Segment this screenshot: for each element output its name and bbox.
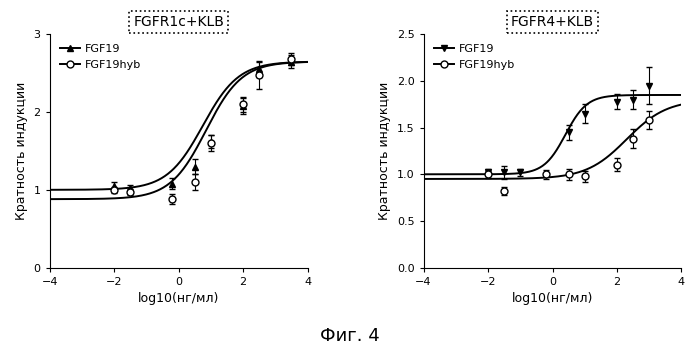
Text: Фиг. 4: Фиг. 4	[320, 326, 380, 345]
Y-axis label: Кратность индукции: Кратность индукции	[378, 82, 391, 220]
X-axis label: log10(нг/мл): log10(нг/мл)	[512, 292, 593, 305]
Title: FGFR4+KLB: FGFR4+KLB	[511, 15, 594, 29]
X-axis label: log10(нг/мл): log10(нг/мл)	[138, 292, 219, 305]
Title: FGFR1c+KLB: FGFR1c+KLB	[133, 15, 224, 29]
Legend: FGF19, FGF19hyb: FGF19, FGF19hyb	[55, 40, 146, 74]
Y-axis label: Кратность индукции: Кратность индукции	[15, 82, 28, 220]
Legend: FGF19, FGF19hyb: FGF19, FGF19hyb	[429, 40, 520, 74]
